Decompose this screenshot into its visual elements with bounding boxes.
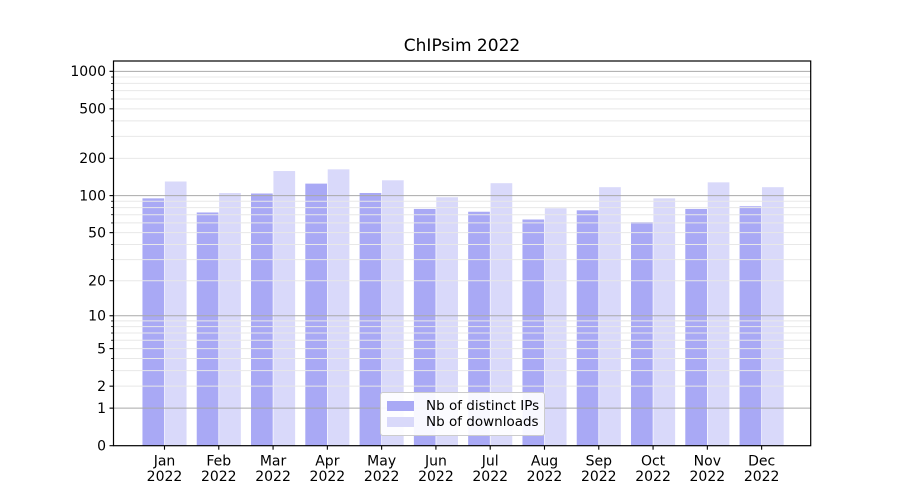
- bar-downloads-jan: [164, 181, 187, 446]
- bar-distinct-ips-dec: [739, 206, 762, 446]
- bar-downloads-may: [381, 180, 404, 446]
- x-tick-label: Sep 2022: [581, 454, 617, 486]
- bar-distinct-ips-mar: [251, 193, 273, 446]
- x-tick-label: May 2022: [364, 454, 400, 486]
- legend-label: Nb of downloads: [426, 414, 539, 430]
- x-tick-label: Nov 2022: [690, 454, 726, 486]
- x-tick-label: Jul 2022: [472, 454, 508, 486]
- bar-downloads-dec: [761, 187, 784, 446]
- bar-downloads-sep: [599, 187, 621, 446]
- legend-label: Nb of distinct IPs: [426, 398, 540, 414]
- x-tick-label: Mar 2022: [255, 454, 291, 486]
- y-tick-label: 5: [97, 341, 106, 357]
- chart-title: ChIPsim 2022: [403, 36, 521, 56]
- y-tick-label: 1: [97, 401, 106, 417]
- y-tick-label: 500: [79, 102, 106, 118]
- bar-downloads-feb: [219, 192, 241, 446]
- bar-distinct-ips-sep: [576, 210, 599, 446]
- y-tick-label: 0: [97, 439, 106, 455]
- y-tick-label: 10: [88, 309, 106, 325]
- bar-downloads-jul: [490, 183, 513, 446]
- y-tick-label: 50: [88, 225, 106, 241]
- x-tick-label: Feb 2022: [201, 454, 237, 486]
- bar-distinct-ips-jan: [142, 198, 165, 446]
- bar-distinct-ips-jul: [468, 211, 490, 446]
- x-tick-label: Apr 2022: [310, 454, 346, 486]
- y-tick-label: 100: [79, 188, 106, 204]
- x-tick-label: Jun 2022: [418, 454, 454, 486]
- legend-item-downloads: Nb of downloads: [387, 414, 539, 430]
- legend-swatch-distinct-ips: [387, 401, 414, 411]
- legend-swatch-downloads: [387, 417, 414, 427]
- x-tick-label: Dec 2022: [744, 454, 780, 486]
- x-tick-label: Aug 2022: [527, 454, 563, 486]
- y-tick-label: 1000: [70, 64, 106, 80]
- bar-distinct-ips-oct: [631, 222, 653, 446]
- bar-distinct-ips-apr: [305, 183, 328, 446]
- bar-downloads-nov: [707, 182, 730, 446]
- bar-downloads-oct: [653, 198, 676, 446]
- y-tick-label: 200: [79, 151, 106, 167]
- y-tick-label: 20: [88, 274, 106, 290]
- legend-item-distinct-ips: Nb of distinct IPs: [387, 398, 540, 414]
- x-tick-label: Jan 2022: [147, 454, 183, 486]
- bar-distinct-ips-may: [359, 192, 382, 446]
- bar-distinct-ips-feb: [196, 212, 219, 446]
- legend: Nb of distinct IPs Nb of downloads: [380, 392, 545, 436]
- bar-downloads-apr: [327, 169, 350, 446]
- bar-downloads-mar: [273, 171, 296, 446]
- axes-frame: [112, 60, 812, 447]
- y-tick-label: 2: [97, 379, 106, 395]
- x-tick-label: Oct 2022: [635, 454, 671, 486]
